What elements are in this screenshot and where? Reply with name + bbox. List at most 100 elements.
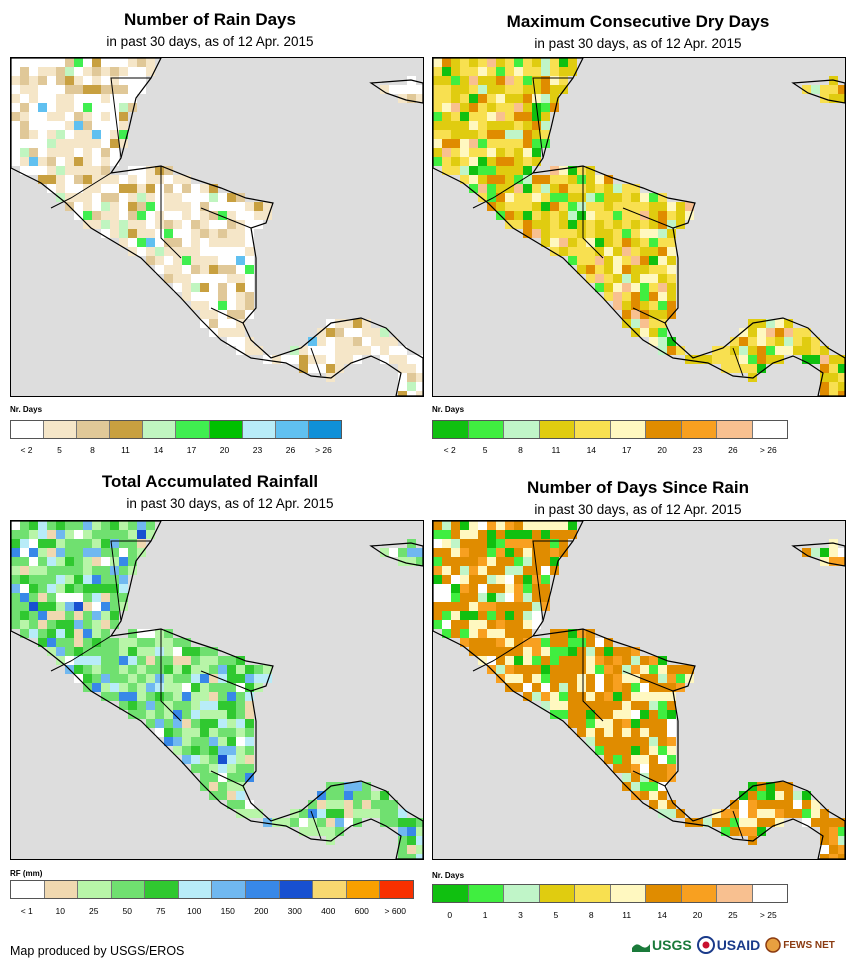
fewsnet-globe-icon [765, 937, 781, 953]
legend-swatch [246, 881, 280, 898]
map-canvas [433, 521, 845, 859]
country-border [532, 540, 573, 622]
legend-tick: 100 [187, 906, 202, 916]
legend-swatch [11, 881, 45, 898]
legend-tick: 400 [321, 906, 336, 916]
country-border [632, 770, 666, 787]
country-border [310, 347, 322, 377]
legend-swatch [539, 885, 575, 902]
legend-swatch [209, 421, 243, 438]
legend-swatch [242, 421, 276, 438]
legend-ticks: < 1 10 25 50 75 100 150 200 300 400 600 > 600 [10, 906, 412, 918]
usgs-wave-icon [632, 944, 650, 952]
legend-swatch [143, 421, 177, 438]
legend-swatch [575, 885, 611, 902]
legend-label: Nr. Days [10, 405, 43, 414]
legend-tick: 11 [551, 445, 561, 455]
map-canvas [11, 58, 423, 396]
legend-swatch [752, 885, 787, 902]
coastline [433, 521, 845, 859]
legend-label: Nr. Days [432, 871, 465, 880]
legend-ticks: < 2 5 8 11 14 17 20 23 26 > 26 [432, 445, 786, 457]
panel-total-rainfall: Total Accumulated Rainfall in past 30 da… [0, 470, 424, 940]
legend-swatch [77, 421, 111, 438]
legend-swatch [44, 881, 79, 898]
country-border [210, 307, 244, 324]
panel-subtitle: in past 30 days, as of 12 Apr. 2015 [126, 496, 334, 511]
map-rain-days [10, 57, 424, 397]
precip-grid [11, 521, 423, 859]
country-border [732, 347, 744, 377]
legend-tick: 5 [482, 445, 488, 455]
legend-bar [10, 880, 414, 899]
legend-tick: 10 [55, 906, 65, 916]
map-since-rain [432, 520, 846, 860]
legend-tick: < 2 [20, 445, 33, 455]
legend-swatch [313, 881, 347, 898]
legend-swatch [539, 421, 575, 438]
legend-tick: 17 [186, 445, 197, 455]
legend-swatch [111, 881, 146, 898]
legend-swatch [176, 421, 210, 438]
legend-tick: 20 [657, 445, 667, 455]
country-border [532, 77, 573, 159]
precip-grid [433, 58, 845, 396]
legend-swatch [468, 421, 504, 438]
legend-tick: 8 [90, 445, 95, 455]
legend-swatch [717, 885, 753, 902]
legend-tick: > 600 [384, 906, 407, 916]
fewsnet-logo-text: FEWS NET [783, 939, 835, 951]
legend-swatch [681, 421, 717, 438]
legend-swatch [275, 421, 309, 438]
country-border [200, 207, 252, 229]
legend-bar [432, 420, 788, 439]
legend-tick: > 26 [759, 445, 777, 455]
map-canvas [11, 521, 423, 859]
legend-swatch [346, 881, 381, 898]
precip-grid [11, 58, 423, 396]
country-border [160, 629, 182, 722]
legend-swatch [468, 885, 504, 902]
legend-swatch [178, 881, 213, 898]
coastline [11, 58, 423, 396]
legend-swatch [433, 421, 469, 438]
precip-grid [433, 521, 845, 859]
legend-tick: 17 [621, 445, 632, 455]
legend-swatch [44, 421, 78, 438]
fewsnet-logo: FEWS NET [765, 937, 835, 953]
legend-tick: 26 [285, 445, 296, 455]
legend-tick: > 26 [315, 445, 332, 455]
legend-swatch [308, 421, 341, 438]
legend-tick: 5 [553, 910, 559, 920]
country-border [472, 172, 534, 209]
legend-tick: < 1 [20, 906, 33, 916]
panel-title: Number of Days Since Rain [526, 478, 749, 497]
legend-tick: 0 [447, 910, 453, 920]
country-border [310, 810, 322, 840]
legend-tick: 300 [287, 906, 302, 916]
legend-bar [10, 420, 342, 439]
legend-swatch [78, 881, 112, 898]
legend-swatch [646, 885, 682, 902]
country-border [632, 307, 666, 324]
legend-swatch [433, 885, 469, 902]
legend-swatch [610, 421, 646, 438]
country-border [110, 77, 151, 159]
legend-tick: 25 [89, 906, 99, 916]
usaid-logo: USAID [696, 936, 760, 954]
legend-swatch [504, 885, 540, 902]
legend-tick: < 2 [443, 445, 456, 455]
legend-tick: 11 [121, 445, 130, 455]
panel-subtitle: in past 30 days, as of 12 Apr. 2015 [534, 502, 742, 517]
map-canvas [433, 58, 845, 396]
legend-swatch [110, 421, 144, 438]
panel-rain-days: Number of Rain Days in past 30 days, as … [0, 0, 424, 470]
legend-ticks: < 2 5 8 11 14 17 20 23 26 > 26 [10, 445, 340, 457]
legend-tick: 11 [622, 910, 632, 920]
legend-tick: 50 [122, 906, 132, 916]
panel-title: Total Accumulated Rainfall [101, 472, 319, 491]
legend-swatch [752, 421, 787, 438]
legend-tick: 23 [252, 445, 263, 455]
legend-swatch [575, 421, 611, 438]
legend-swatch [646, 421, 682, 438]
